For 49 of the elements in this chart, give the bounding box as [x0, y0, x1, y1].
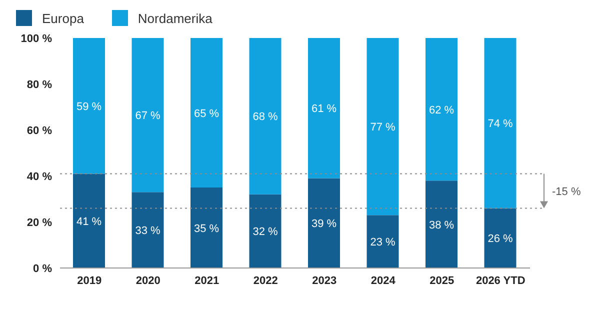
data-label: 74 % [488, 118, 513, 130]
data-label: 68 % [252, 111, 278, 124]
y-tick-label: 0 % [33, 262, 52, 275]
bar [308, 178, 340, 268]
y-tick-label: 80 % [26, 78, 52, 91]
data-label: 77 % [370, 122, 396, 134]
bar [366, 215, 399, 268]
bar [132, 38, 164, 192]
bar [190, 188, 222, 268]
x-tick-label: 2026 YTD [476, 274, 526, 287]
data-label: 23 % [370, 236, 396, 249]
y-tick-label: 60 % [26, 124, 52, 137]
data-label: 38 % [428, 219, 454, 232]
x-tick-label: 2023 [312, 274, 337, 287]
bar [249, 194, 282, 268]
y-tick-label: 100 % [20, 32, 52, 45]
x-tick-label: 2025 [430, 274, 454, 287]
data-label: 39 % [311, 218, 337, 230]
bar [308, 38, 340, 178]
bar [73, 174, 105, 268]
data-label: 26 % [488, 233, 513, 246]
data-label: 59 % [76, 100, 102, 113]
bar [366, 38, 399, 216]
data-label: 62 % [428, 104, 454, 116]
x-tick-label: 2021 [194, 274, 220, 287]
y-tick-label: 40 % [26, 170, 52, 183]
data-label: 35 % [194, 222, 220, 235]
data-label: 33 % [135, 225, 160, 238]
x-tick-label: 2019 [77, 274, 102, 287]
data-label: 65 % [194, 108, 220, 120]
bar [73, 38, 105, 174]
text: -15 % [552, 186, 581, 198]
legend-label: Nordamerika [138, 10, 212, 26]
bar [190, 38, 222, 188]
data-label: 32 % [252, 226, 278, 238]
legend-label: Europa [42, 10, 84, 26]
y-tick-label: 20 % [26, 216, 52, 229]
data-label: 61 % [311, 103, 337, 116]
data-label: 67 % [135, 110, 160, 122]
bar [484, 208, 516, 268]
bar [484, 38, 516, 208]
bar [426, 180, 458, 268]
x-tick-label: 2020 [136, 274, 160, 287]
bar [132, 192, 164, 268]
x-tick-label: 2022 [253, 274, 278, 287]
data-label: 41 % [76, 216, 102, 228]
bar [426, 38, 458, 181]
x-tick-label: 2024 [370, 274, 396, 287]
bar [249, 38, 282, 194]
